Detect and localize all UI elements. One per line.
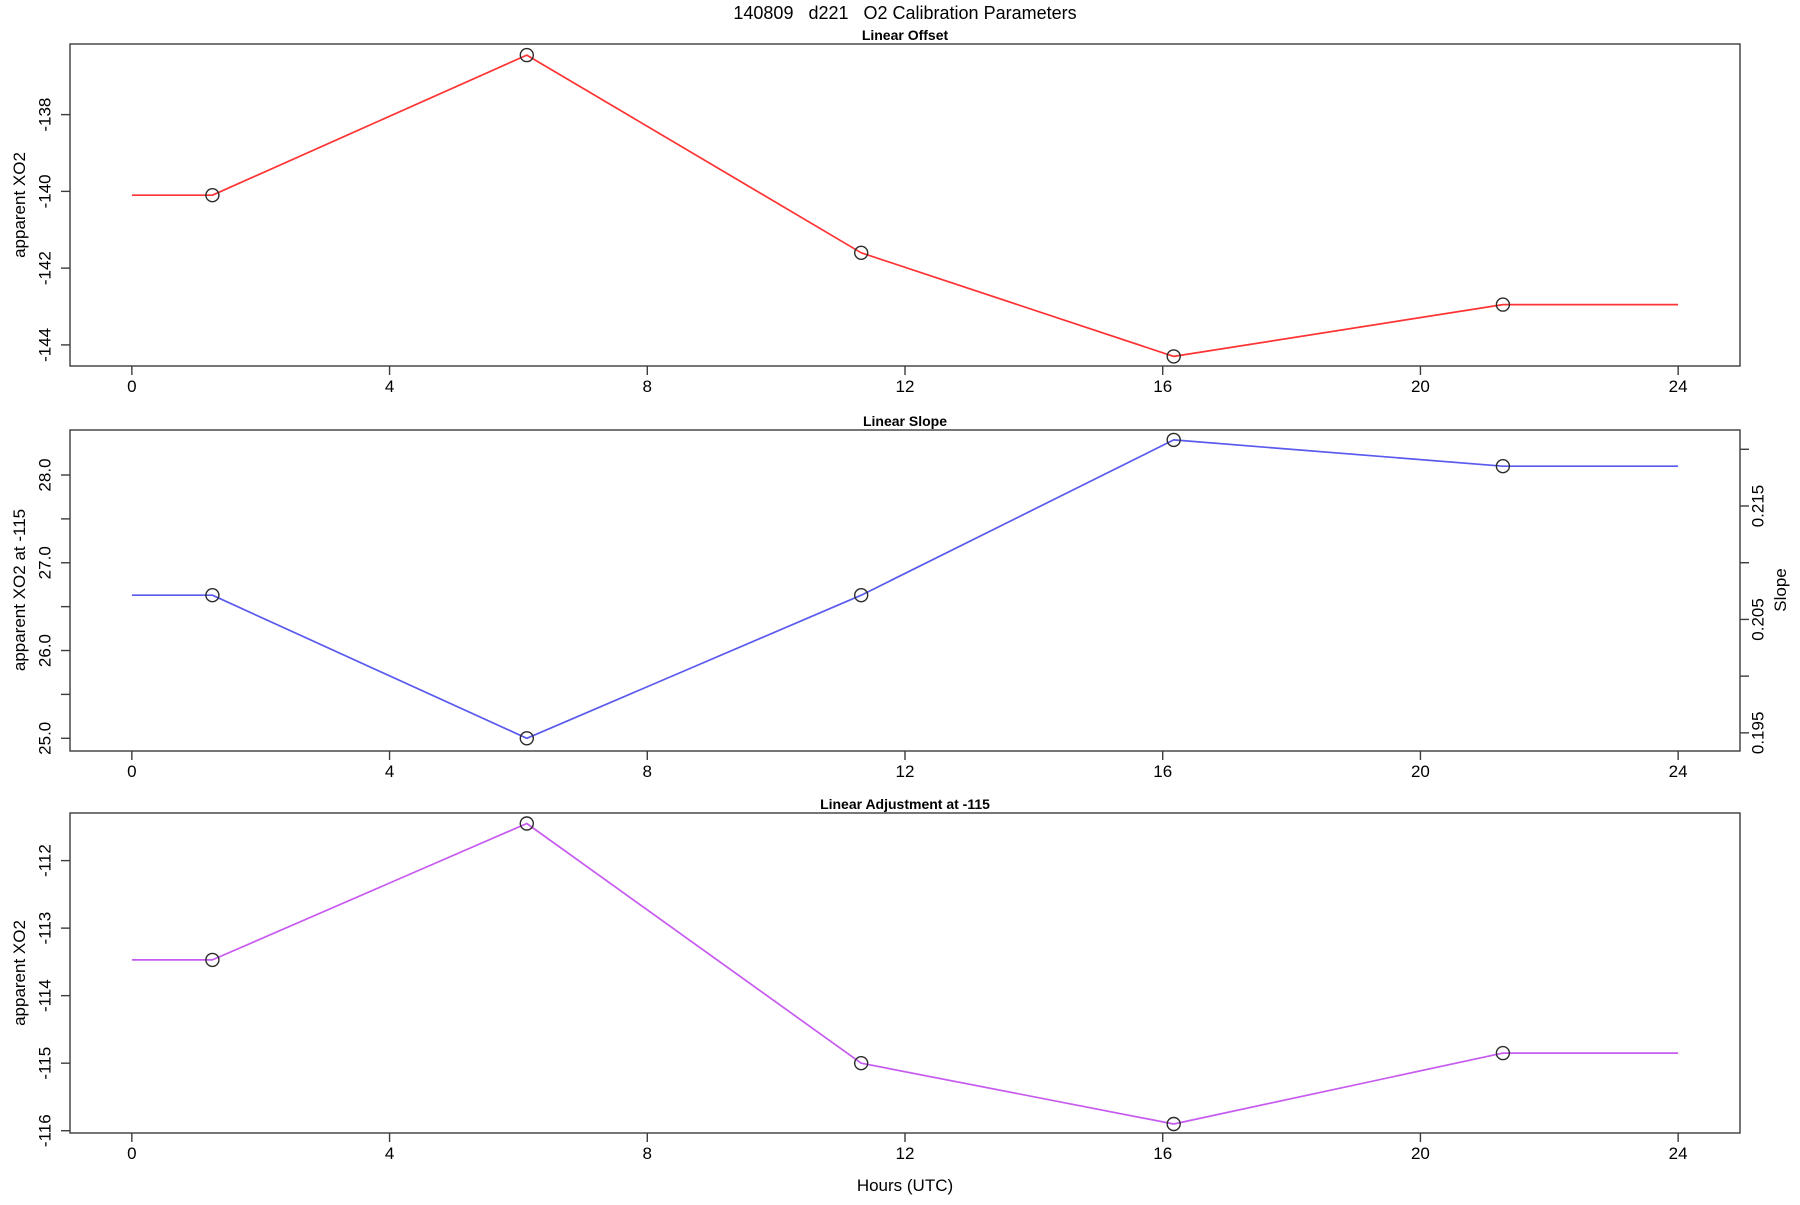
plot-frame <box>69 43 1741 367</box>
panel-1-axes: 0 4 8 12 16 20 24 -144 -142 -140 -138 <box>35 43 1741 396</box>
x-tick-label: 4 <box>385 1144 394 1163</box>
x-tick-label: 12 <box>896 377 915 396</box>
data-point <box>1166 432 1181 448</box>
y-tick-label: -144 <box>35 328 54 362</box>
data-point <box>1166 1116 1181 1132</box>
x-tick-label: 20 <box>1411 762 1430 781</box>
x-tick-label: 0 <box>127 1144 136 1163</box>
series-line <box>131 822 1679 1125</box>
y-tick-label: -142 <box>35 251 54 285</box>
panel-3-series <box>131 816 1679 1132</box>
y-tick-label: -115 <box>35 1047 54 1080</box>
x-tick-label: 20 <box>1411 1144 1430 1163</box>
panel-1-y-axis-title: apparent XO2 <box>10 152 29 258</box>
data-point <box>854 245 869 261</box>
panel-3-title: Linear Adjustment at -115 <box>820 796 990 812</box>
x-tick-label: 16 <box>1153 377 1172 396</box>
data-point <box>205 952 220 968</box>
data-point <box>1495 1045 1511 1061</box>
panel-2-y-axis-title: apparent XO2 at -115 <box>10 509 29 671</box>
x-tick-label: 8 <box>643 1144 652 1163</box>
y-tick-label: -112 <box>35 844 54 877</box>
y-tick-label: -140 <box>35 174 54 208</box>
x-tick-label: 12 <box>896 762 915 781</box>
y-tick-label: -138 <box>35 98 54 132</box>
x-tick-label: 24 <box>1669 762 1688 781</box>
panel-3-y-axis-title: apparent XO2 <box>10 920 29 1026</box>
data-point <box>205 187 220 203</box>
y-tick-label: 28.0 <box>35 458 54 491</box>
x-tick-label: 8 <box>643 762 652 781</box>
y-tick-label: 26.0 <box>35 634 54 667</box>
x-tick-label: 24 <box>1669 377 1688 396</box>
data-point <box>1495 297 1511 312</box>
series-line <box>131 54 1679 358</box>
data-point <box>854 588 869 603</box>
panel-2-axes: 0 4 8 12 16 20 24 25.0 26.0 27.0 28.0 0.195 0.205 0.2… <box>35 429 1767 781</box>
data-point <box>519 47 534 63</box>
data-point <box>519 816 534 831</box>
panel-3-axes: 0 4 8 12 16 20 24 -116 -115 -114 -113 -112 <box>35 812 1741 1163</box>
y-tick-label: 27.0 <box>35 546 54 579</box>
x-tick-label: 0 <box>127 377 136 396</box>
panel-linear-offset: Linear Offset apparent XO2 0 4 8 12 16 20 24 -1… <box>10 27 1741 396</box>
x-tick-label: 8 <box>643 377 652 396</box>
x-tick-label: 16 <box>1153 762 1172 781</box>
plot-frame <box>69 429 1741 752</box>
data-point <box>1166 349 1181 364</box>
panel-2-y2-axis-title: Slope <box>1771 568 1790 611</box>
x-axis-title: Hours (UTC) <box>857 1176 953 1195</box>
x-tick-label: 20 <box>1411 377 1430 396</box>
panel-1-title: Linear Offset <box>862 27 949 43</box>
panel-1-series <box>131 47 1679 364</box>
y-tick-label: -114 <box>35 979 54 1012</box>
y-tick-label: 25.0 <box>35 722 54 755</box>
y2-tick-label: 0.205 <box>1748 598 1767 641</box>
panel-2-title: Linear Slope <box>863 413 947 429</box>
data-point <box>854 1055 869 1071</box>
x-tick-label: 0 <box>127 762 136 781</box>
y2-tick-label: 0.215 <box>1748 485 1767 528</box>
data-point <box>1495 459 1511 474</box>
data-point <box>519 731 534 746</box>
panel-2-series <box>131 432 1679 746</box>
x-tick-label: 4 <box>385 762 394 781</box>
y-tick-label: -113 <box>35 912 54 945</box>
series-line <box>131 439 1679 740</box>
data-point <box>205 588 220 603</box>
x-tick-label: 4 <box>385 377 394 396</box>
y-tick-label: -116 <box>35 1114 54 1147</box>
plot-frame <box>69 812 1741 1134</box>
panel-linear-slope: Linear Slope apparent XO2 at -115 Slope … <box>10 413 1790 781</box>
x-tick-label: 24 <box>1669 1144 1688 1163</box>
y2-tick-label: 0.195 <box>1748 712 1767 755</box>
panel-linear-adjustment: Linear Adjustment at -115 apparent XO2 0… <box>10 796 1741 1163</box>
x-tick-label: 16 <box>1153 1144 1172 1163</box>
figure-title: 140809 d221 O2 Calibration Parameters <box>733 3 1076 23</box>
x-tick-label: 12 <box>896 1144 915 1163</box>
